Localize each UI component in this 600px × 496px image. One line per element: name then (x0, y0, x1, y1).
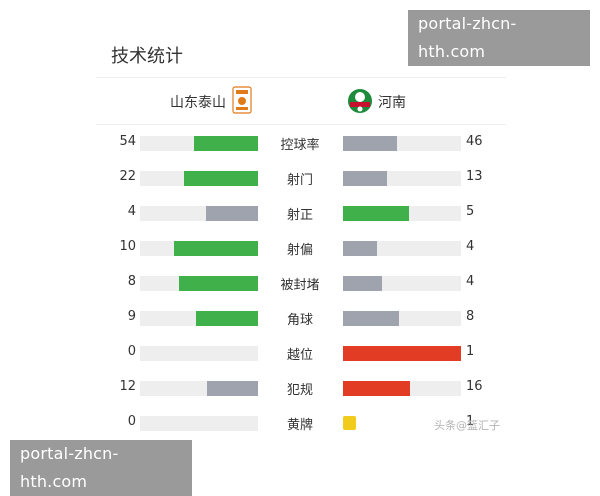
away-stat-bar-track (343, 276, 461, 291)
away-stat-bar (343, 381, 410, 396)
away-stat-value: 4 (466, 274, 475, 289)
watermark-top: portal-zhcn-hth.com (408, 10, 590, 66)
away-stat-value: 46 (466, 134, 483, 149)
stat-row: 12 犯规 16 (0, 378, 600, 398)
away-stat-bar-track (343, 346, 461, 361)
stat-row: 9 角球 8 (0, 308, 600, 328)
stats-page: 技术统计 山东泰山 河南 54 控球率 46 22 射门 13 4 射正 5 10 射偏 4 8 被封堵 4… (0, 10, 600, 496)
home-stat-bar-track (140, 346, 258, 361)
stat-label: 黄牌 (286, 418, 313, 433)
stat-label: 犯规 (286, 383, 313, 398)
away-stat-bar (343, 241, 377, 256)
home-stat-value: 8 (127, 274, 136, 289)
away-team-badge-icon (348, 89, 372, 113)
away-stat-value: 8 (466, 309, 475, 324)
home-stat-value: 9 (127, 309, 136, 324)
away-stat-bar-track (343, 311, 461, 326)
away-stat-bar-track (343, 241, 461, 256)
away-stat-value: 5 (466, 204, 475, 219)
stat-label: 角球 (286, 313, 313, 328)
home-stat-bar (179, 276, 258, 291)
stat-label: 被封堵 (280, 278, 320, 293)
home-stat-value: 10 (119, 239, 136, 254)
away-stat-bar (343, 171, 387, 186)
stat-row: 4 射正 5 (0, 203, 600, 223)
stat-label: 射正 (286, 208, 313, 223)
stat-row: 54 控球率 46 (0, 133, 600, 153)
stat-row: 22 射门 13 (0, 168, 600, 188)
home-stat-bar-track (140, 136, 258, 151)
home-stat-value: 0 (127, 344, 136, 359)
away-stat-value: 1 (466, 344, 475, 359)
home-team-badge-icon (232, 86, 252, 114)
away-stat-bar-track (343, 206, 461, 221)
home-stat-bar-track (140, 206, 258, 221)
home-stat-bar-track (140, 241, 258, 256)
away-stat-bar-track (343, 381, 461, 396)
stat-label: 越位 (286, 348, 313, 363)
stat-label: 控球率 (280, 138, 320, 153)
home-stat-bar (196, 311, 258, 326)
home-stat-bar-track (140, 276, 258, 291)
away-stat-bar (343, 346, 461, 361)
home-team-name: 山东泰山 (170, 95, 226, 111)
home-stat-value: 54 (119, 134, 136, 149)
away-stat-bar (343, 136, 397, 151)
away-stat-value: 1 (466, 414, 475, 429)
stat-row: 0 越位 1 (0, 343, 600, 363)
stat-row: 10 射偏 4 (0, 238, 600, 258)
watermark-bottom: portal-zhcn-hth.com (10, 440, 192, 496)
section-divider (96, 124, 506, 125)
away-stat-value: 16 (466, 379, 483, 394)
away-stat-bar (343, 276, 382, 291)
home-stat-bar (207, 381, 258, 396)
away-stat-value: 4 (466, 239, 475, 254)
home-stat-bar (174, 241, 258, 256)
home-stat-bar-track (140, 416, 258, 431)
page-title: 技术统计 (111, 46, 183, 67)
yellow-card-icon (343, 416, 356, 430)
home-stat-bar (184, 171, 258, 186)
stat-row: 8 被封堵 4 (0, 273, 600, 293)
away-stat-bar (343, 206, 409, 221)
home-stat-value: 4 (127, 204, 136, 219)
away-stat-value: 13 (466, 169, 483, 184)
home-stat-bar-track (140, 171, 258, 186)
home-stat-bar-track (140, 381, 258, 396)
home-stat-value: 22 (119, 169, 136, 184)
home-stat-bar (206, 206, 258, 221)
home-stat-value: 12 (119, 379, 136, 394)
away-stat-bar (343, 311, 399, 326)
stat-label: 射偏 (286, 243, 313, 258)
stat-label: 射门 (286, 173, 313, 188)
source-watermark: 头条@篮汇子 (434, 419, 500, 432)
home-stat-bar (194, 136, 258, 151)
away-stat-bar-track (343, 171, 461, 186)
home-stat-bar-track (140, 311, 258, 326)
stat-row: 0 黄牌 1 (0, 413, 600, 433)
away-team-name: 河南 (378, 95, 406, 111)
header-divider (96, 77, 506, 78)
away-stat-bar-track (343, 136, 461, 151)
home-stat-value: 0 (127, 414, 136, 429)
